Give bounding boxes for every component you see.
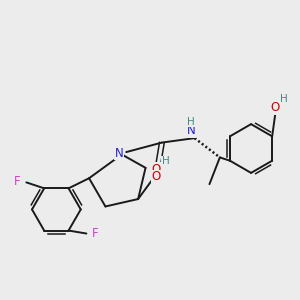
Text: H: H bbox=[162, 156, 169, 166]
Text: N: N bbox=[115, 147, 124, 160]
Text: F: F bbox=[14, 175, 20, 188]
Text: H: H bbox=[187, 117, 195, 127]
Text: F: F bbox=[92, 227, 99, 240]
Text: O: O bbox=[151, 163, 160, 176]
Text: O: O bbox=[271, 101, 280, 114]
Text: N: N bbox=[187, 124, 195, 137]
Text: H: H bbox=[280, 94, 288, 104]
Text: O: O bbox=[151, 170, 160, 183]
